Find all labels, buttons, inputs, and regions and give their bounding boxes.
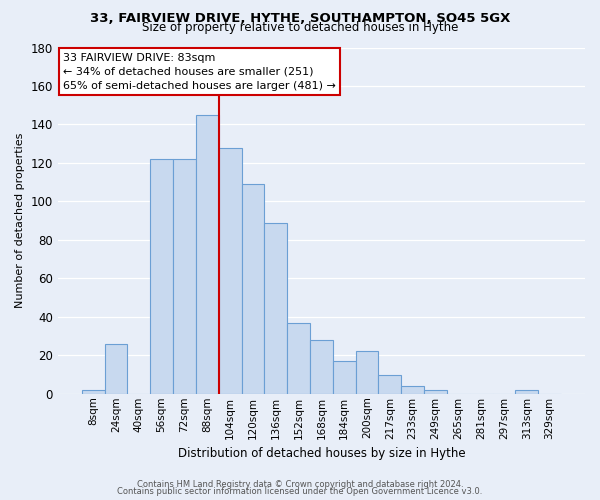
- Text: Contains public sector information licensed under the Open Government Licence v3: Contains public sector information licen…: [118, 488, 482, 496]
- Text: Size of property relative to detached houses in Hythe: Size of property relative to detached ho…: [142, 21, 458, 34]
- X-axis label: Distribution of detached houses by size in Hythe: Distribution of detached houses by size …: [178, 447, 465, 460]
- Bar: [104, 344, 127, 394]
- Bar: [333, 361, 356, 394]
- Bar: [379, 374, 401, 394]
- Text: 33 FAIRVIEW DRIVE: 83sqm
← 34% of detached houses are smaller (251)
65% of semi-: 33 FAIRVIEW DRIVE: 83sqm ← 34% of detach…: [63, 52, 336, 90]
- Bar: [242, 184, 265, 394]
- Bar: [218, 148, 242, 394]
- Bar: [173, 159, 196, 394]
- Y-axis label: Number of detached properties: Number of detached properties: [15, 133, 25, 308]
- Bar: [287, 322, 310, 394]
- Bar: [424, 390, 447, 394]
- Bar: [401, 386, 424, 394]
- Bar: [265, 222, 287, 394]
- Text: 33, FAIRVIEW DRIVE, HYTHE, SOUTHAMPTON, SO45 5GX: 33, FAIRVIEW DRIVE, HYTHE, SOUTHAMPTON, …: [90, 12, 510, 24]
- Text: Contains HM Land Registry data © Crown copyright and database right 2024.: Contains HM Land Registry data © Crown c…: [137, 480, 463, 489]
- Bar: [150, 159, 173, 394]
- Bar: [310, 340, 333, 394]
- Bar: [196, 115, 218, 394]
- Bar: [82, 390, 104, 394]
- Bar: [356, 352, 379, 394]
- Bar: [515, 390, 538, 394]
